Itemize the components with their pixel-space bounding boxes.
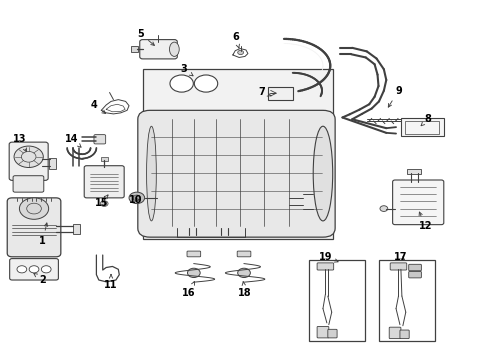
FancyBboxPatch shape xyxy=(409,264,421,271)
Bar xyxy=(309,260,366,342)
Text: 12: 12 xyxy=(418,212,432,231)
Circle shape xyxy=(41,266,51,273)
FancyBboxPatch shape xyxy=(317,263,334,270)
FancyBboxPatch shape xyxy=(94,135,106,144)
Circle shape xyxy=(100,201,108,206)
FancyBboxPatch shape xyxy=(84,166,124,198)
Bar xyxy=(130,46,138,52)
FancyBboxPatch shape xyxy=(389,327,401,339)
Text: 5: 5 xyxy=(137,28,154,45)
Text: 13: 13 xyxy=(13,134,26,152)
Text: 1: 1 xyxy=(39,223,48,246)
Circle shape xyxy=(133,195,141,201)
Bar xyxy=(101,157,108,161)
FancyBboxPatch shape xyxy=(13,176,44,192)
Bar xyxy=(407,169,421,174)
Text: 15: 15 xyxy=(95,195,108,208)
FancyBboxPatch shape xyxy=(140,40,177,59)
FancyBboxPatch shape xyxy=(390,263,407,270)
Bar xyxy=(269,87,293,100)
Text: 4: 4 xyxy=(91,100,105,113)
Text: 11: 11 xyxy=(104,275,118,291)
Text: 18: 18 xyxy=(238,282,252,297)
Bar xyxy=(405,121,439,134)
Circle shape xyxy=(188,268,200,278)
Text: 19: 19 xyxy=(318,252,338,262)
FancyBboxPatch shape xyxy=(400,330,409,339)
Text: 2: 2 xyxy=(34,274,46,285)
Ellipse shape xyxy=(313,126,333,221)
Circle shape xyxy=(380,206,388,211)
Circle shape xyxy=(129,192,145,203)
Circle shape xyxy=(17,266,27,273)
Text: 6: 6 xyxy=(232,32,240,48)
FancyBboxPatch shape xyxy=(187,251,201,257)
Bar xyxy=(379,260,435,342)
Circle shape xyxy=(170,75,194,92)
Text: 3: 3 xyxy=(181,64,193,76)
FancyBboxPatch shape xyxy=(317,327,329,338)
Circle shape xyxy=(20,198,49,219)
Text: 8: 8 xyxy=(421,114,431,126)
Circle shape xyxy=(29,266,39,273)
FancyBboxPatch shape xyxy=(392,180,444,225)
FancyBboxPatch shape xyxy=(7,198,61,257)
Circle shape xyxy=(238,50,244,55)
Text: 10: 10 xyxy=(128,195,142,204)
Text: 16: 16 xyxy=(182,282,196,297)
Circle shape xyxy=(238,268,250,278)
Circle shape xyxy=(14,146,43,167)
Text: 9: 9 xyxy=(388,86,402,107)
Text: 7: 7 xyxy=(259,87,271,98)
Ellipse shape xyxy=(147,126,156,221)
Circle shape xyxy=(195,75,218,92)
Bar xyxy=(401,118,444,136)
FancyBboxPatch shape xyxy=(9,142,48,180)
FancyBboxPatch shape xyxy=(10,258,58,280)
FancyBboxPatch shape xyxy=(409,271,421,278)
FancyBboxPatch shape xyxy=(237,251,251,257)
Bar xyxy=(49,158,56,168)
FancyBboxPatch shape xyxy=(138,111,335,237)
Ellipse shape xyxy=(170,42,179,57)
Polygon shape xyxy=(143,69,333,239)
Bar xyxy=(73,224,80,234)
Text: 14: 14 xyxy=(65,134,81,147)
FancyBboxPatch shape xyxy=(328,329,337,338)
Text: 17: 17 xyxy=(394,252,408,262)
